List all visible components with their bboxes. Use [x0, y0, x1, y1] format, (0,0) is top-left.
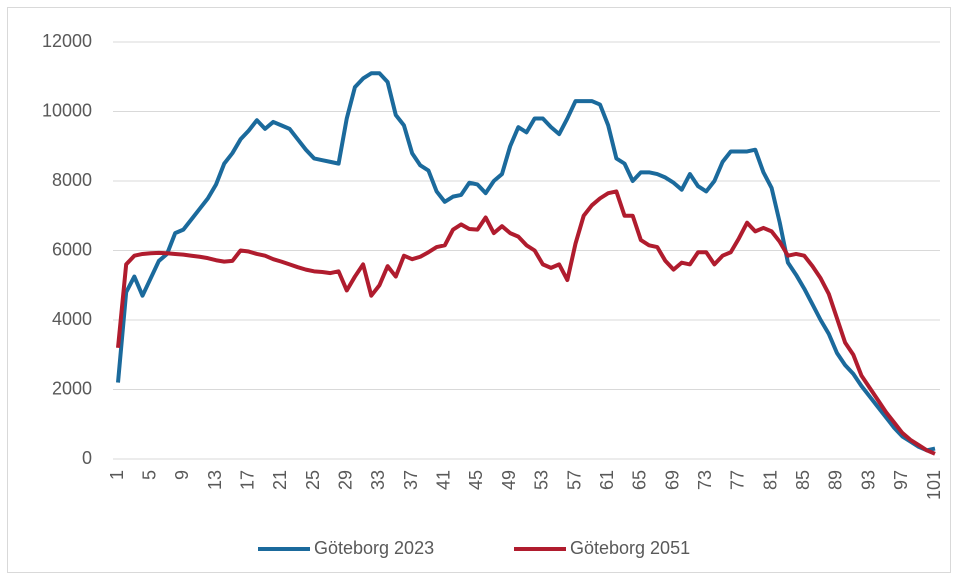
- x-tick-label: 77: [728, 470, 748, 490]
- x-tick-label: 33: [368, 470, 388, 490]
- x-tick-label: 45: [466, 470, 486, 490]
- x-tick-label: 17: [237, 470, 257, 490]
- x-tick-label: 25: [303, 470, 323, 490]
- x-tick-label: 29: [336, 470, 356, 490]
- x-tick-label: 57: [564, 470, 584, 490]
- x-tick-label: 9: [172, 470, 192, 480]
- data-line: [116, 71, 936, 453]
- chart-border: [7, 7, 951, 573]
- x-tick-label: 81: [760, 470, 780, 490]
- x-tick-label: 93: [858, 470, 878, 490]
- legend-label: Göteborg 2051: [570, 538, 690, 558]
- x-tick-label: 101: [924, 470, 944, 500]
- y-tick-label: 4000: [52, 309, 92, 329]
- x-tick-label: 85: [793, 470, 813, 490]
- x-tick-label: 1: [107, 470, 127, 480]
- x-tick-label: 53: [532, 470, 552, 490]
- y-tick-label: 12000: [42, 31, 92, 51]
- y-tick-label: 2000: [52, 378, 92, 398]
- x-tick-label: 65: [630, 470, 650, 490]
- x-tick-label: 73: [695, 470, 715, 490]
- x-tick-label: 49: [499, 470, 519, 490]
- y-tick-label: 0: [82, 448, 92, 468]
- x-tick-label: 13: [205, 470, 225, 490]
- x-tick-label: 89: [826, 470, 846, 490]
- x-tick-label: 41: [434, 470, 454, 490]
- x-tick-label: 69: [662, 470, 682, 490]
- x-tick-label: 97: [891, 470, 911, 490]
- y-tick-label: 8000: [52, 170, 92, 190]
- x-tick-label: 5: [139, 470, 159, 480]
- data-line: [116, 189, 936, 456]
- x-tick-label: 37: [401, 470, 421, 490]
- y-tick-label: 10000: [42, 100, 92, 120]
- x-tick-label: 21: [270, 470, 290, 490]
- legend-label: Göteborg 2023: [314, 538, 434, 558]
- y-tick-label: 6000: [52, 239, 92, 259]
- x-tick-label: 61: [597, 470, 617, 490]
